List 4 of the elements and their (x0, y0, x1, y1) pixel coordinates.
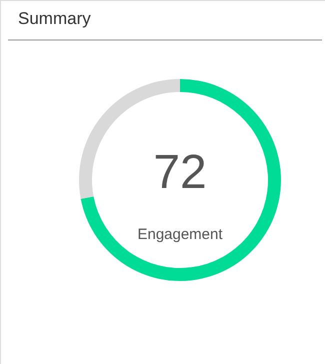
chart-title: Summary (18, 9, 92, 28)
donut-slice (80, 79, 281, 281)
text: Engagement (137, 226, 224, 243)
data-label: 72 (153, 146, 207, 199)
